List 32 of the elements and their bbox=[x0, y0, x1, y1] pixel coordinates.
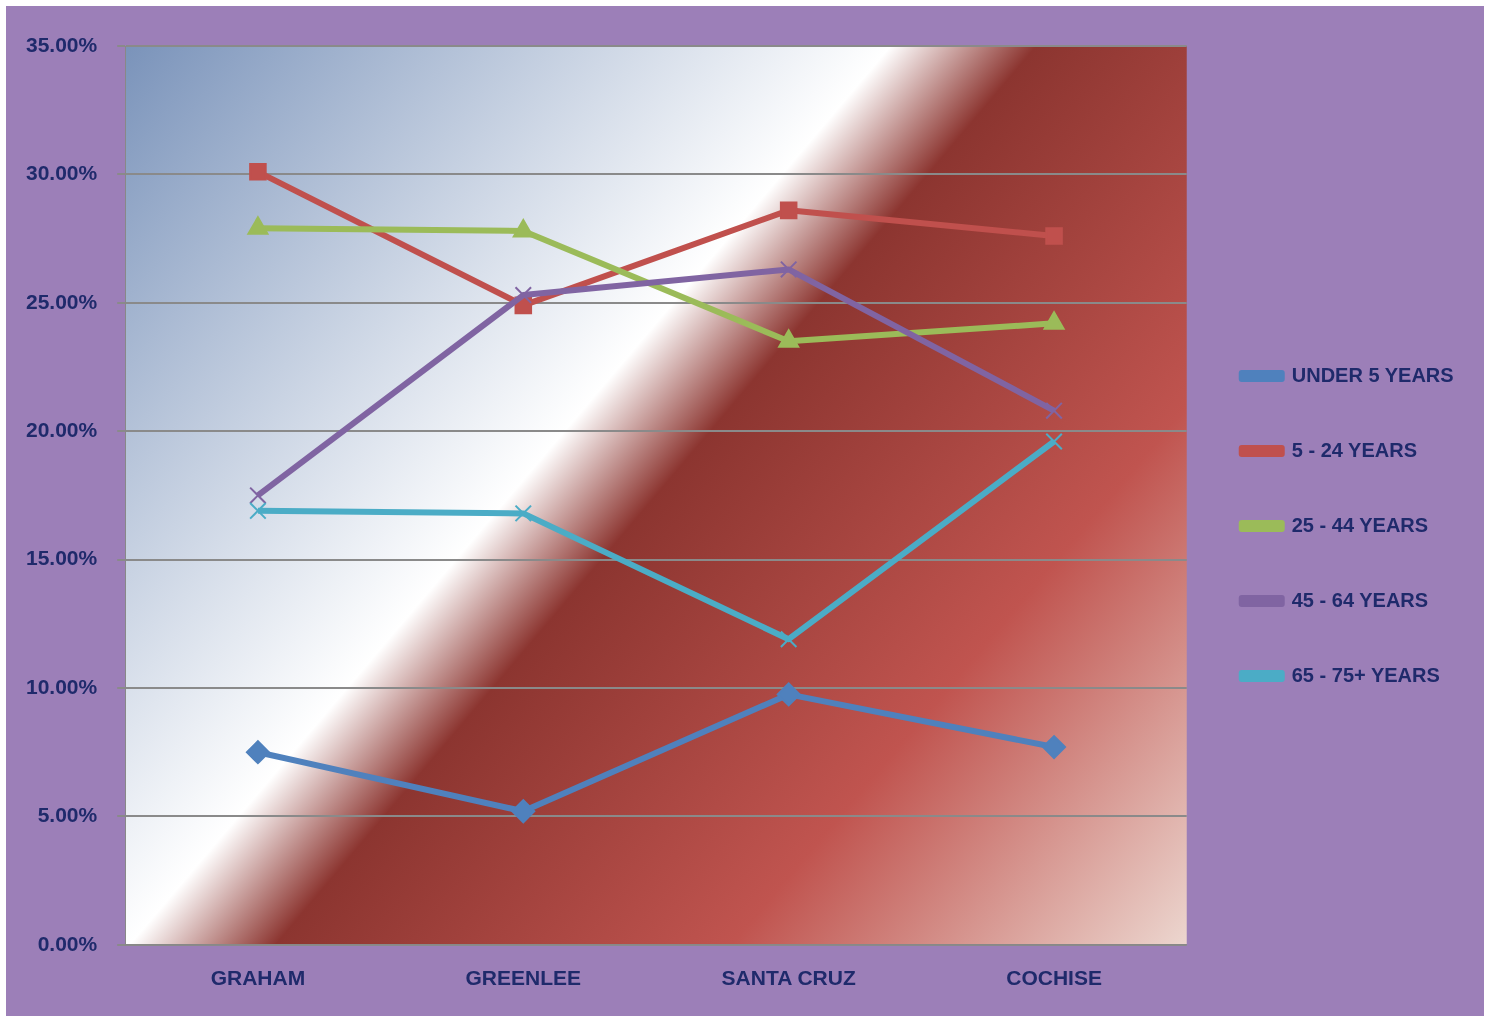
y-tick-label: 30.00% bbox=[25, 161, 98, 185]
legend-label: 65 - 75+ YEARS bbox=[1291, 663, 1440, 686]
y-tick-label: 35.00% bbox=[25, 32, 98, 56]
y-tick-label: 20.00% bbox=[25, 418, 98, 441]
legend-label: 25 - 44 YEARS bbox=[1291, 513, 1429, 536]
point bbox=[779, 201, 798, 220]
point bbox=[1045, 401, 1063, 420]
point bbox=[1045, 227, 1063, 245]
point bbox=[514, 504, 533, 523]
point bbox=[514, 286, 533, 304]
x-tick-label: COCHISE bbox=[1006, 966, 1102, 990]
point bbox=[245, 740, 270, 765]
x-tick-label: GRAHAM bbox=[210, 966, 306, 990]
x-tick-label: SANTA CRUZ bbox=[721, 966, 856, 990]
point bbox=[511, 799, 536, 824]
point bbox=[779, 260, 798, 279]
point bbox=[779, 630, 798, 648]
legend-label: 5 - 24 YEARS bbox=[1291, 438, 1417, 461]
legend-label: 45 - 64 YEARS bbox=[1291, 588, 1429, 611]
point bbox=[249, 502, 267, 520]
point bbox=[1045, 432, 1063, 451]
y-tick-label: 5.00% bbox=[37, 803, 98, 827]
point bbox=[1042, 735, 1067, 760]
y-tick-label: 15.00% bbox=[25, 546, 98, 570]
y-tick-label: 25.00% bbox=[25, 289, 98, 313]
point bbox=[249, 486, 267, 505]
legend-label: UNDER 5 YEARS bbox=[1291, 363, 1454, 386]
point bbox=[776, 682, 801, 707]
y-tick-label: 0.00% bbox=[37, 931, 98, 955]
y-tick-label: 10.00% bbox=[25, 674, 98, 698]
x-tick-label: GREENLEE bbox=[465, 966, 582, 990]
point bbox=[249, 163, 267, 181]
